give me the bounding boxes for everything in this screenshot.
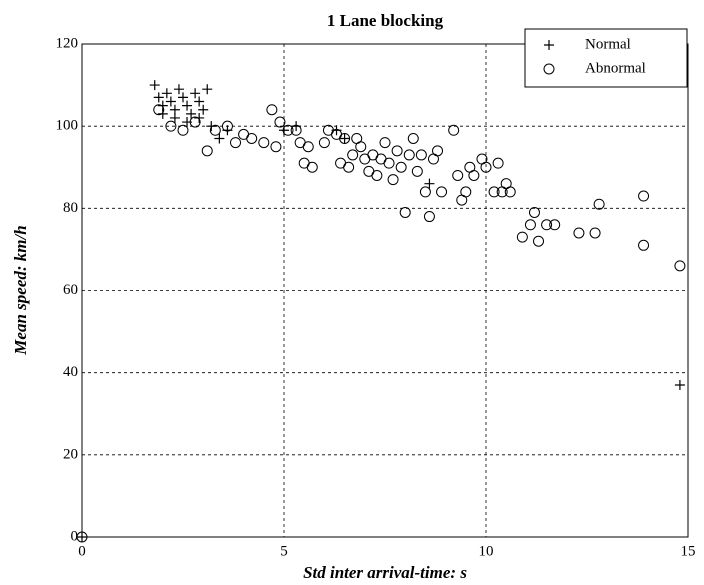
circle-marker [416,150,426,160]
plus-marker [675,380,685,390]
circle-marker [493,158,503,168]
circle-marker [267,105,277,115]
circle-marker [453,170,463,180]
y-axis-label: Mean speed: km/h [11,225,30,355]
legend-label: Abnormal [585,60,646,76]
circle-marker [529,207,539,217]
y-tick-label: 80 [63,200,78,216]
circle-marker [534,236,544,246]
plus-marker [150,80,160,90]
circle-marker [396,162,406,172]
circle-marker [469,170,479,180]
circle-marker [348,150,358,160]
circle-marker [319,138,329,148]
circle-marker [590,228,600,238]
plus-marker [158,109,168,119]
y-tick-label: 40 [63,364,78,380]
circle-marker [275,117,285,127]
circle-marker [380,138,390,148]
y-tick-label: 120 [56,35,79,51]
circle-marker [675,261,685,271]
y-tick-label: 20 [63,446,78,462]
circle-marker [461,187,471,197]
circle-marker [178,125,188,135]
y-tick-label: 100 [56,118,79,134]
circle-marker [231,138,241,148]
x-tick-label: 0 [78,543,86,559]
circle-marker [392,146,402,156]
circle-marker [307,162,317,172]
x-tick-label: 10 [479,543,494,559]
circle-marker [344,162,354,172]
chart-title: 1 Lane blocking [327,11,444,30]
circle-marker [639,191,649,201]
x-tick-label: 5 [280,543,288,559]
circle-marker [433,146,443,156]
y-tick-label: 60 [63,282,78,298]
circle-marker [400,207,410,217]
circle-marker [356,142,366,152]
circle-marker [412,166,422,176]
circle-marker [574,228,584,238]
circle-marker [594,199,604,209]
circle-marker [408,133,418,143]
circle-marker [420,187,430,197]
x-axis-label: Std inter arrival-time: s [303,563,467,582]
circle-marker [202,146,212,156]
circle-marker [259,138,269,148]
circle-marker [271,142,281,152]
circle-marker [247,133,257,143]
circle-marker [517,232,527,242]
circle-marker [424,212,434,222]
plus-marker [206,121,216,131]
plus-marker [202,84,212,94]
circle-marker [404,150,414,160]
circle-marker [384,158,394,168]
x-tick-label: 15 [681,543,696,559]
circle-marker [303,142,313,152]
circle-marker [449,125,459,135]
circle-marker [437,187,447,197]
circle-marker [388,175,398,185]
circle-marker [525,220,535,230]
chart: 1 Lane blocking Std inter arrival-time: … [0,0,704,585]
circle-marker [372,170,382,180]
circle-marker [639,240,649,250]
legend-label: Normal [585,36,631,52]
